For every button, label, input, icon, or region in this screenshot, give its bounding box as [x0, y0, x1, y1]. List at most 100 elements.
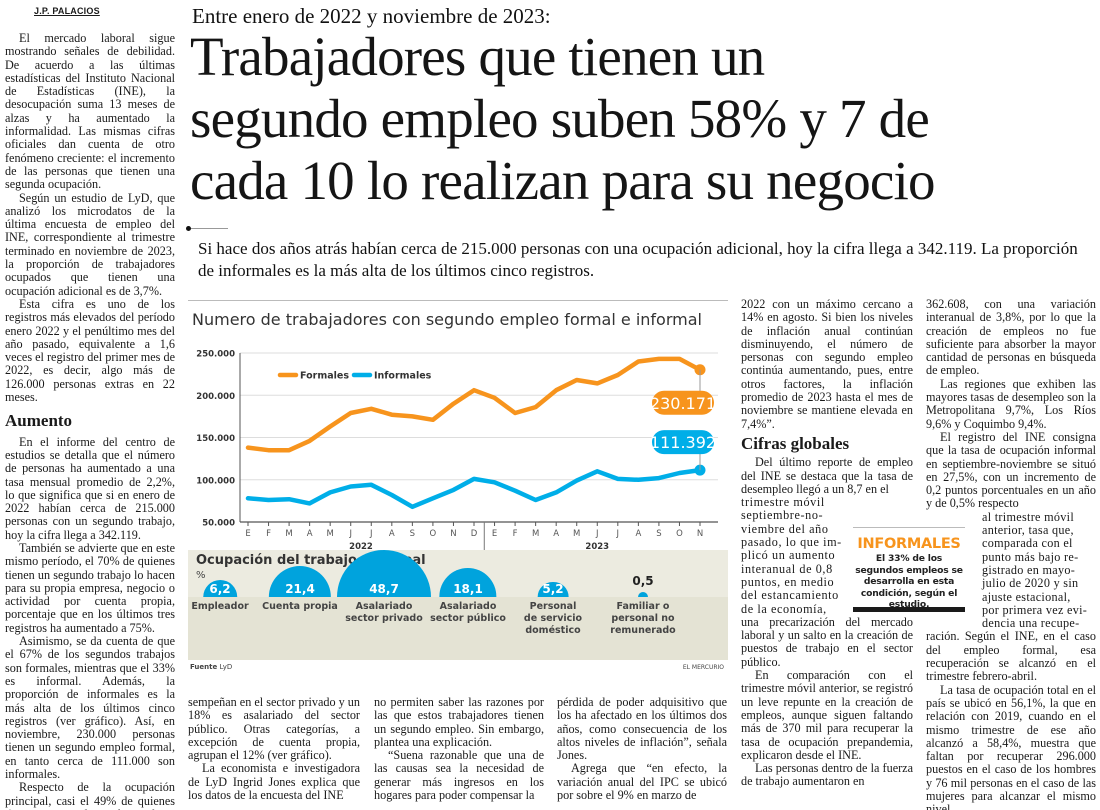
occupation-item: 18,1 Asalariado sector público — [423, 550, 513, 660]
col-1: El mercado laboral sigue mostrando señal… — [5, 31, 175, 810]
text-line: julio de 2020 y sin — [982, 576, 1079, 591]
occupation-item: 21,4 Cuenta propia — [255, 550, 345, 660]
callout-box: INFORMALES El 33% de los segundos empleo… — [853, 536, 965, 611]
category-label-line: Asalariado — [439, 601, 497, 612]
col-6: 362.608, con una variación interanual de… — [926, 297, 1096, 810]
text-line: viembre del año — [741, 521, 829, 536]
paragraph: En el informe del centro de estudios se … — [5, 434, 175, 542]
x-tick-label: J — [616, 529, 620, 539]
value-label: 21,4 — [285, 582, 315, 596]
infographic: Numero de trabajadores con segundo emple… — [188, 300, 728, 675]
headline-line: segundo empleo suben 58% y 7 de — [190, 88, 930, 149]
category-label-line: personal no — [611, 613, 675, 624]
paragraph: Asimismo, se da cuenta de que el 67% de … — [5, 634, 175, 782]
occupation-unit: % — [196, 570, 206, 581]
paragraph: El registro del INE consigna que la tasa… — [926, 429, 1096, 511]
source-note: Fuente LyD — [190, 663, 232, 671]
paragraph: no permiten saber las razones por las qu… — [374, 695, 544, 749]
series-line-informales — [245, 467, 703, 510]
end-value-label: 230.171 — [650, 394, 716, 413]
occupation-item: 48,7 Asalariado sector privado — [337, 550, 431, 660]
graphic-top-rule — [188, 300, 728, 301]
category-label-line: Familiar o — [616, 601, 670, 612]
occupation-chart: Ocupación del trabajo principal % 6,2 Emp… — [188, 550, 728, 660]
occupation-band — [188, 597, 728, 660]
text-line: punto más bajo re- — [982, 549, 1079, 564]
y-tick-label: 250.000 — [196, 350, 235, 360]
y-tick-label: 150.000 — [196, 434, 235, 444]
text-line: gistrado en mayo- — [982, 562, 1076, 577]
x-tick-label: N — [697, 529, 703, 539]
x-tick-label: J — [595, 529, 599, 539]
paragraph: una precarización del mercado laboral y … — [741, 614, 913, 669]
category-label-line: sector privado — [345, 613, 423, 624]
wrapped-lines: trimestre móvil septiembre-no- viembre d… — [741, 495, 846, 616]
value-label: 5,2 — [542, 582, 564, 596]
value-label: 48,7 — [369, 582, 399, 596]
paragraph: La economista e investigadora de LyD Ing… — [188, 761, 360, 803]
category-label-line: Asalariado — [355, 601, 413, 612]
col-2: sempeñan en el sector privado y un 18% e… — [188, 695, 360, 803]
callout-text: El 33% de los segundos empleos se desarr… — [855, 553, 963, 610]
text-line: anterior, tasa que, — [982, 523, 1074, 538]
semicircle-mark — [537, 581, 569, 597]
category-label: Asalariado sector privado — [339, 601, 429, 625]
source-label: Fuente — [190, 663, 218, 671]
line-chart-title: Numero de trabajadores con segundo emple… — [192, 310, 702, 329]
value-label: 0,5 — [632, 574, 654, 588]
paragraph: La tasa de ocupación total en el país se… — [926, 682, 1096, 810]
series-end-marker — [694, 364, 706, 376]
x-tick-label: E — [492, 529, 497, 539]
text-line: de la economía, — [741, 601, 827, 616]
byline: J.P. PALACIOS — [34, 6, 100, 16]
text-line: plicó un aumento — [741, 548, 836, 563]
callout-title: INFORMALES — [857, 536, 961, 552]
wrapped-lines: al trimestre móvil anterior, tasa que, c… — [982, 510, 1096, 631]
x-tick-label: S — [656, 529, 661, 539]
x-tick-label: F — [266, 529, 271, 539]
category-label-line: doméstico — [525, 625, 581, 636]
category-label: Personal de servicio doméstico — [508, 601, 598, 637]
x-tick-label: A — [553, 529, 559, 539]
col-3: no permiten saber las razones por las qu… — [374, 695, 544, 802]
publisher-brand: EL MERCURIO — [682, 664, 724, 671]
subhead-cifras-globales: Cifras globales — [741, 433, 850, 453]
lede-divider — [186, 226, 228, 231]
category-label-line: de servicio — [523, 613, 583, 624]
text-line: puntos, en medio — [741, 574, 835, 589]
paragraph: ración. Según el INE, en el caso del emp… — [926, 629, 1096, 684]
semicircle-mark — [638, 592, 648, 597]
x-tick-label: A — [307, 529, 313, 539]
kicker: Entre enero de 2022 y noviembre de 2023: — [192, 4, 551, 28]
paragraph: Del último reporte de empleo del INE se … — [741, 455, 913, 496]
x-tick-label: A — [635, 529, 641, 539]
paragraph: También se advierte que en este mismo pe… — [5, 540, 175, 635]
y-tick-label: 200.000 — [196, 392, 235, 402]
paragraph: 362.608, con una variación interanual de… — [926, 297, 1096, 378]
text-line: septiembre-no- — [741, 508, 824, 523]
paragraph: En comparación con el trimestre móvil an… — [741, 668, 913, 762]
col-4: pérdida de poder adquisitivo que los ha … — [557, 695, 727, 803]
headline-line: cada 10 lo realizan para su negocio — [190, 150, 935, 211]
legend-label: Formales — [300, 371, 349, 382]
paragraph: Respecto de la ocupación principal, casi… — [5, 780, 175, 810]
paragraph: 2022 con un máximo cercano a 14% en agos… — [741, 297, 913, 431]
paragraph: pérdida de poder adquisitivo que los ha … — [557, 695, 727, 763]
category-label-line: Empleador — [191, 601, 249, 612]
occupation-item: 0,5 Familiar o personal no remunerado — [598, 550, 688, 660]
end-value-badge — [652, 390, 714, 415]
end-value-badge — [652, 430, 714, 455]
occupation-item: 5,2 Personal de servicio doméstico — [508, 550, 598, 660]
lede: Si hace dos años atrás habían cerca de 2… — [198, 239, 1078, 280]
x-tick-label: D — [471, 529, 478, 539]
paragraph: Según un estudio de LyD, que analizó los… — [5, 190, 175, 298]
y-tick-label: 100.000 — [196, 476, 235, 486]
x-tick-label: M — [327, 529, 334, 539]
category-label: Familiar o personal no remunerado — [598, 601, 688, 637]
value-label: 18,1 — [453, 582, 483, 596]
paragraph: Agrega que “en efecto, la variación anua… — [557, 761, 727, 803]
category-label-line: Personal — [529, 601, 577, 612]
x-tick-label: N — [450, 529, 456, 539]
headline: Trabajadores que tienen un segundo emple… — [190, 26, 935, 212]
year-label: 2023 — [585, 542, 609, 550]
